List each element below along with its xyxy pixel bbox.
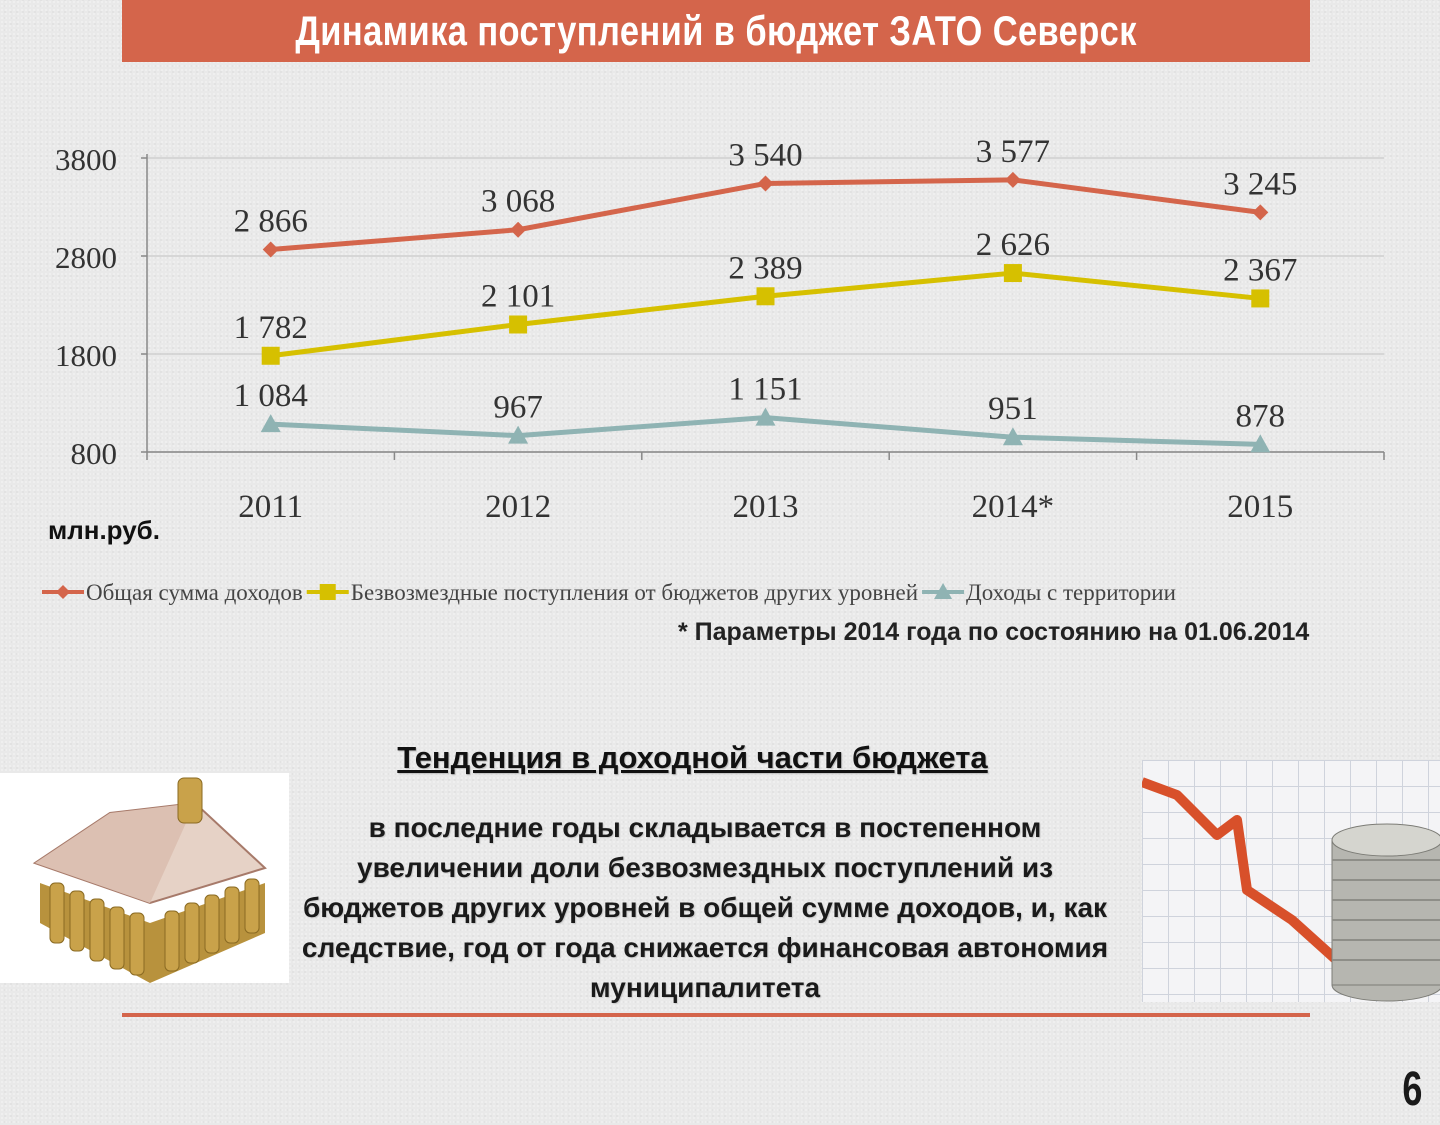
data-label: 951 xyxy=(988,391,1038,427)
data-point xyxy=(1002,427,1023,446)
money-house-image xyxy=(0,773,289,983)
data-label: 2 367 xyxy=(1223,252,1297,288)
data-label: 3 245 xyxy=(1223,166,1297,202)
data-point xyxy=(755,407,776,426)
unit-label: млн.руб. xyxy=(48,515,160,545)
y-tick-label: 800 xyxy=(71,436,118,471)
data-point xyxy=(1252,204,1269,221)
footnote: * Параметры 2014 года по состоянию на 01… xyxy=(678,618,1310,646)
data-point xyxy=(260,414,281,433)
data-label: 2 101 xyxy=(481,279,555,315)
title-bar: Динамика поступлений в бюджет ЗАТО Север… xyxy=(122,0,1310,62)
data-label: 2 389 xyxy=(728,250,802,286)
data-point xyxy=(1251,289,1270,308)
data-label: 1 151 xyxy=(728,372,802,408)
trend-heading: Тенденция в доходной части бюджета xyxy=(397,740,988,775)
legend-label: Безвозмездные поступления от бюджетов др… xyxy=(351,580,918,605)
x-tick-label: 2014* xyxy=(972,489,1055,525)
data-label: 1 084 xyxy=(234,378,308,414)
data-point xyxy=(757,175,774,192)
data-label: 2 626 xyxy=(976,227,1050,263)
x-tick-label: 2015 xyxy=(1227,489,1293,525)
y-tick-label: 3800 xyxy=(55,142,117,177)
data-label: 2 866 xyxy=(234,204,308,240)
legend-label: Общая сумма доходов xyxy=(86,580,303,605)
legend-label: Доходы с территории xyxy=(966,580,1176,605)
data-label: 3 540 xyxy=(728,137,802,173)
data-label: 3 068 xyxy=(481,184,555,220)
data-label: 878 xyxy=(1236,398,1286,434)
x-tick-label: 2012 xyxy=(485,489,551,525)
legend-marker xyxy=(319,584,336,600)
data-point xyxy=(756,287,775,306)
x-tick-label: 2013 xyxy=(733,489,799,525)
data-point xyxy=(262,241,279,258)
data-label: 3 577 xyxy=(976,134,1050,170)
decline-coins-image xyxy=(1142,760,1440,1002)
data-point xyxy=(509,315,528,334)
slide-title: Динамика поступлений в бюджет ЗАТО Север… xyxy=(295,7,1137,54)
data-label: 1 782 xyxy=(234,310,308,346)
data-point xyxy=(508,425,529,444)
y-tick-label: 2800 xyxy=(55,240,117,275)
data-point xyxy=(1004,171,1021,188)
x-tick-label: 2011 xyxy=(238,489,303,525)
line-chart: 800 1800 2800 3800 2011 2012 2013 2014* 2015 2 86… xyxy=(42,134,1385,605)
page-number: 6 xyxy=(1402,1063,1423,1116)
data-point xyxy=(510,221,527,238)
data-point xyxy=(1003,264,1022,283)
trend-text: в последние годы складывается в постепен… xyxy=(301,812,1109,1003)
data-label: 967 xyxy=(493,390,543,426)
data-point xyxy=(261,346,280,365)
data-point xyxy=(1250,434,1271,453)
bottom-divider xyxy=(122,1013,1310,1017)
legend-marker xyxy=(56,585,70,599)
y-tick-label: 1800 xyxy=(55,338,117,373)
legend-marker xyxy=(934,583,953,599)
